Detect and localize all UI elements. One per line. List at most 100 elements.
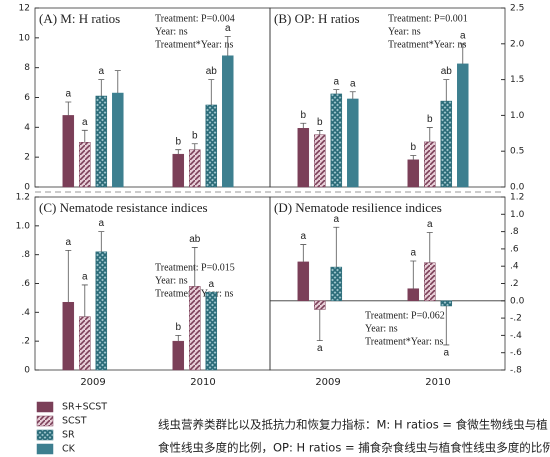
x-tick-label: 2009 bbox=[315, 377, 340, 388]
annotation: Treatment*Year: ns bbox=[365, 336, 443, 347]
y-tick-label: .6 bbox=[21, 279, 30, 289]
annotation: Treatment: P=0.004 bbox=[155, 13, 235, 24]
significance-letter: ab bbox=[189, 234, 201, 245]
error-bar bbox=[224, 35, 231, 56]
error-bar bbox=[316, 309, 323, 341]
legend-label: CK bbox=[62, 444, 76, 455]
error-bar bbox=[175, 149, 182, 155]
error-bar bbox=[208, 79, 215, 105]
annotation: Treatment: P=0.001 bbox=[388, 13, 468, 24]
error-bar bbox=[443, 79, 450, 102]
error-bar bbox=[410, 260, 417, 289]
significance-letter: b bbox=[175, 322, 181, 333]
error-bar bbox=[410, 155, 417, 160]
x-tick-label: 2009 bbox=[80, 377, 105, 388]
significance-letter: a bbox=[334, 76, 340, 87]
bar bbox=[407, 159, 420, 188]
legend-swatch bbox=[36, 401, 54, 413]
bar bbox=[172, 153, 185, 188]
bar bbox=[79, 316, 91, 371]
error-bar bbox=[333, 89, 340, 94]
y-tick-label: .8 bbox=[21, 250, 30, 260]
error-bar bbox=[443, 305, 450, 346]
significance-letter: ab bbox=[206, 66, 218, 77]
annotation: Treatment*Year: ns bbox=[155, 39, 233, 50]
panel-frame bbox=[269, 7, 506, 188]
y-tick-label: -.4 bbox=[510, 331, 522, 341]
y-tick-label: 12 bbox=[19, 4, 30, 14]
y-tick-label: 0 bbox=[24, 183, 30, 193]
y-tick-label: 1.2 bbox=[510, 193, 524, 203]
error-bar bbox=[191, 143, 198, 150]
bar bbox=[95, 251, 108, 371]
error-bar bbox=[459, 43, 466, 64]
bar bbox=[330, 266, 343, 302]
y-tick-label: 2 bbox=[24, 153, 30, 163]
bar bbox=[79, 142, 91, 188]
legend-label: SR bbox=[62, 430, 75, 441]
bar bbox=[297, 128, 310, 188]
significance-letter: ab bbox=[441, 66, 453, 77]
annotation: Year: ns bbox=[365, 323, 398, 334]
y-tick-label: .4 bbox=[21, 308, 30, 318]
bar bbox=[457, 63, 469, 188]
caption-line: 线虫营养类群比以及抵抗力和恢复力指标：M: H ratios = 食微生物线虫与… bbox=[158, 418, 548, 432]
bar bbox=[347, 98, 359, 188]
y-tick-label: 0.5 bbox=[510, 147, 524, 157]
error-bar bbox=[316, 130, 323, 135]
y-tick-label: .4 bbox=[510, 262, 519, 272]
y-tick-label: 2.0 bbox=[510, 39, 525, 49]
y-tick-label: 6 bbox=[24, 93, 30, 103]
y-tick-label: 10 bbox=[19, 33, 31, 43]
legend-label: SCST bbox=[62, 416, 87, 427]
panel-title: (C) Nematode resistance indices bbox=[39, 200, 208, 215]
y-tick-label: 8 bbox=[24, 63, 30, 73]
significance-letter: b bbox=[192, 130, 198, 141]
bar bbox=[222, 55, 234, 188]
bar bbox=[205, 104, 218, 188]
legend-label: SR+SCST bbox=[62, 402, 107, 413]
error-bar bbox=[65, 249, 72, 303]
bar bbox=[189, 149, 201, 188]
y-tick-label: 0.0 bbox=[510, 296, 525, 306]
bar bbox=[205, 291, 218, 371]
annotation: Year: ns bbox=[155, 275, 188, 286]
annotation: Year: ns bbox=[155, 26, 188, 37]
y-tick-label: -.6 bbox=[510, 348, 522, 358]
error-bar bbox=[333, 226, 340, 268]
significance-letter: b bbox=[410, 142, 416, 153]
annotation: Year: ns bbox=[388, 26, 421, 37]
bar bbox=[314, 300, 326, 310]
bar bbox=[424, 141, 436, 188]
y-tick-label: 0 bbox=[24, 366, 30, 376]
bar bbox=[440, 100, 453, 188]
significance-letter: a bbox=[443, 348, 449, 359]
error-bar bbox=[175, 335, 182, 342]
legend-swatch bbox=[36, 429, 54, 441]
significance-letter: b bbox=[175, 136, 181, 147]
significance-letter: a bbox=[82, 272, 88, 283]
y-tick-label: .2 bbox=[510, 279, 519, 289]
error-bar bbox=[98, 79, 105, 97]
bar bbox=[95, 95, 108, 188]
y-tick-label: -.2 bbox=[510, 314, 522, 324]
significance-letter: b bbox=[317, 117, 323, 128]
x-tick-label: 2010 bbox=[190, 377, 215, 388]
error-bar bbox=[426, 232, 433, 263]
error-bar bbox=[191, 247, 198, 287]
y-tick-label: 1.2 bbox=[16, 193, 30, 203]
significance-letter: a bbox=[350, 78, 356, 89]
significance-letter: a bbox=[66, 237, 72, 248]
significance-letter: a bbox=[225, 23, 231, 34]
bar bbox=[440, 300, 453, 307]
bar bbox=[172, 340, 185, 371]
legend-swatch bbox=[36, 443, 54, 455]
x-tick-label: 2010 bbox=[425, 377, 450, 388]
error-bar bbox=[114, 70, 121, 94]
error-bar bbox=[65, 101, 72, 116]
significance-letter: a bbox=[208, 279, 214, 290]
panel-title: (D) Nematode resilience indices bbox=[274, 200, 442, 215]
significance-letter: a bbox=[99, 218, 105, 229]
y-tick-label: 1.0 bbox=[510, 111, 525, 121]
bar bbox=[297, 261, 310, 302]
